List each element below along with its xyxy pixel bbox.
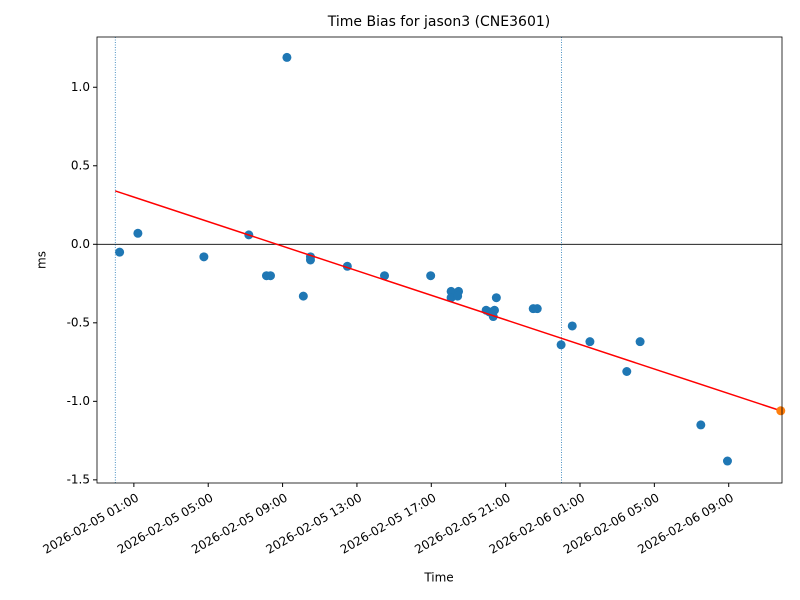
- data-point: [426, 271, 436, 281]
- data-point: [635, 337, 645, 347]
- chart-title: Time Bias for jason3 (CNE3601): [327, 14, 550, 30]
- data-point: [133, 228, 143, 238]
- data-point: [282, 52, 292, 62]
- data-point: [696, 420, 706, 430]
- y-tick-label: -0.5: [67, 315, 90, 329]
- data-point: [305, 255, 315, 265]
- data-point: [622, 367, 632, 376]
- data-point: [585, 337, 595, 347]
- y-tick-label: 1.0: [71, 80, 90, 94]
- data-point: [722, 456, 732, 466]
- data-point: [115, 247, 125, 257]
- y-tick-label: -1.5: [67, 472, 90, 486]
- data-point: [199, 252, 209, 262]
- data-point: [491, 293, 501, 303]
- data-point: [567, 321, 577, 331]
- y-tick-label: -1.0: [67, 394, 90, 408]
- data-point: [776, 406, 786, 416]
- data-point: [453, 291, 463, 301]
- data-point: [265, 271, 275, 281]
- data-point: [556, 340, 566, 350]
- plot-frame: [96, 36, 783, 484]
- data-point: [380, 271, 390, 281]
- y-tick-label: 0.0: [71, 237, 90, 251]
- x-axis-label: Time: [423, 571, 453, 585]
- data-point: [489, 305, 499, 315]
- y-tick-label: 0.5: [71, 158, 90, 172]
- trend-line: [115, 190, 781, 412]
- data-point: [446, 286, 456, 296]
- y-axis-label: ms: [35, 251, 49, 269]
- data-point: [532, 304, 542, 314]
- data-point: [298, 291, 308, 301]
